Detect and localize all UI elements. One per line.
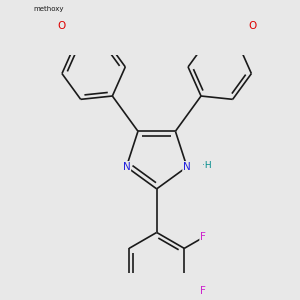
Text: N: N: [183, 162, 191, 172]
Text: O: O: [57, 20, 65, 31]
Text: N: N: [122, 162, 130, 172]
Text: methoxy: methoxy: [34, 6, 64, 12]
Text: O: O: [248, 20, 256, 31]
Text: F: F: [200, 232, 206, 242]
Text: ·H: ·H: [202, 161, 212, 170]
Text: F: F: [200, 286, 206, 296]
